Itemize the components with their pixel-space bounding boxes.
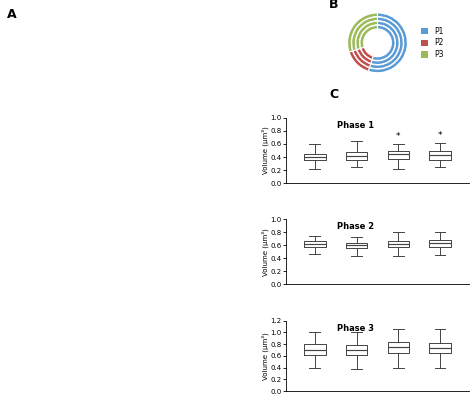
Text: *: *: [396, 132, 401, 141]
Y-axis label: Volume (μm³): Volume (μm³): [262, 332, 269, 380]
Text: B: B: [329, 0, 339, 11]
Wedge shape: [356, 21, 377, 49]
Wedge shape: [357, 49, 372, 64]
Text: Phase 3: Phase 3: [337, 324, 374, 333]
Wedge shape: [370, 17, 403, 69]
Wedge shape: [372, 25, 395, 60]
Text: A: A: [8, 8, 17, 21]
Wedge shape: [353, 50, 371, 68]
Wedge shape: [360, 25, 377, 48]
Text: Phase 1: Phase 1: [337, 120, 374, 130]
Y-axis label: Volume (μm³): Volume (μm³): [262, 228, 269, 276]
Text: C: C: [329, 88, 338, 101]
Y-axis label: Volume (μm³): Volume (μm³): [262, 127, 269, 174]
Legend: P1, P2, P3: P1, P2, P3: [420, 26, 444, 60]
Wedge shape: [352, 17, 377, 51]
Wedge shape: [347, 13, 377, 52]
Wedge shape: [361, 47, 373, 60]
Text: Phase 2: Phase 2: [337, 222, 374, 231]
Wedge shape: [349, 51, 369, 71]
Text: *: *: [438, 131, 442, 140]
Wedge shape: [368, 13, 407, 73]
Wedge shape: [371, 21, 399, 64]
